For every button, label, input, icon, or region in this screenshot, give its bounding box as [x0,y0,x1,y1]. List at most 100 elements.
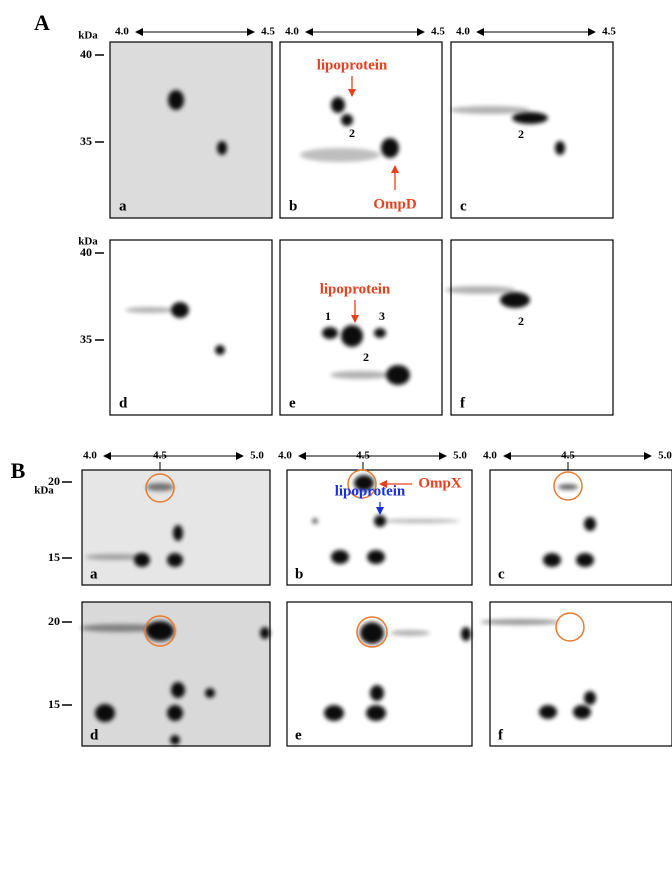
mw-tick-label: 15 [48,550,60,564]
protein-spot [480,619,560,625]
ph-label: 4.0 [456,26,470,38]
unit-label: kDa [34,485,54,497]
protein-spot [324,705,344,721]
protein-spot [386,365,410,385]
protein-spot [366,705,386,721]
protein-spot [500,292,530,308]
protein-spot [374,328,386,338]
spot-number: 2 [363,350,369,364]
panel-letter: e [289,395,296,411]
panel-letter: b [295,566,303,582]
gel-panel [489,469,672,586]
protein-spot [217,141,227,155]
gel-panel [279,239,443,416]
ph-label: 4.0 [483,450,497,462]
protein-spot [170,735,180,745]
protein-spot [341,325,363,347]
protein-spot [370,685,384,701]
protein-spot [312,518,318,524]
protein-spot [354,475,374,491]
ph-label: 4.5 [261,26,275,38]
protein-spot [539,705,557,719]
protein-spot [322,327,338,339]
ph-label: 5.0 [250,450,264,462]
protein-spot [555,141,565,155]
highlight-circle [145,473,175,503]
protein-spot [167,705,183,721]
annotation: lipoprotein [317,57,388,73]
highlight-circle [555,612,585,642]
ph-label: 5.0 [658,450,672,462]
mw-tick-label: 40 [80,245,92,259]
protein-spot [168,90,184,110]
protein-spot [380,519,460,523]
panel-letter: c [498,566,505,582]
panel-letter: d [90,727,99,743]
unit-label: kDa [78,236,98,248]
protein-spot [171,682,185,698]
gel-panel [109,41,273,219]
protein-spot [573,705,591,719]
protein-spot [331,97,345,113]
protein-spot [543,553,561,567]
panel-letter: b [289,198,297,214]
ph-label: 4.0 [285,26,299,38]
highlight-circle [347,469,377,499]
protein-spot [367,550,385,564]
part-label: B [11,458,26,483]
protein-spot [260,627,270,639]
gel-panel [286,601,473,747]
protein-spot [300,148,380,162]
protein-spot [167,553,183,567]
ph-label: 4.5 [602,26,616,38]
protein-spot [445,286,515,294]
gel-panel [489,601,672,747]
ph-label: 5.0 [453,450,467,462]
protein-spot [584,691,596,705]
panel-letter: c [460,198,467,214]
ph-label: 4.5 [431,26,445,38]
highlight-circle [553,471,583,501]
protein-spot [80,624,160,632]
panel-letter: f [460,395,466,411]
protein-spot [360,622,384,644]
spot-number: 1 [325,309,331,323]
gel-panel [109,239,273,416]
protein-spot [381,138,399,158]
protein-spot [450,106,530,114]
protein-spot [125,307,175,313]
panel-letter: d [119,395,128,411]
protein-spot [205,688,215,698]
protein-spot [390,630,430,636]
protein-spot [146,621,174,641]
highlight-circle [144,615,176,647]
protein-spot [576,553,594,567]
mw-tick-label: 20 [48,614,60,628]
protein-spot [461,627,471,641]
gel-panel [81,601,271,747]
spot-number: 2 [349,126,355,140]
mw-tick-label: 20 [48,474,60,488]
spot-number: 2 [518,314,524,328]
protein-spot [341,114,353,126]
annotation: OmpX [418,475,462,491]
ph-label: 4.0 [278,450,292,462]
protein-spot [171,302,189,318]
panel-letter: a [119,198,127,214]
ph-label: 4.0 [83,450,97,462]
panel-letter: e [295,727,302,743]
panel-letter: a [90,566,98,582]
mw-tick-label: 40 [80,47,92,61]
spot-number: 3 [379,309,385,323]
spot-number: 2 [518,127,524,141]
gel-panel [450,239,614,416]
annotation: lipoprotein [320,281,391,297]
protein-spot [512,112,548,124]
protein-spot [558,484,578,490]
part-label: A [34,10,50,35]
mw-tick-label: 15 [48,697,60,711]
gel-panel [286,469,473,586]
annotation: lipoprotein [335,483,406,499]
protein-spot [95,704,115,722]
